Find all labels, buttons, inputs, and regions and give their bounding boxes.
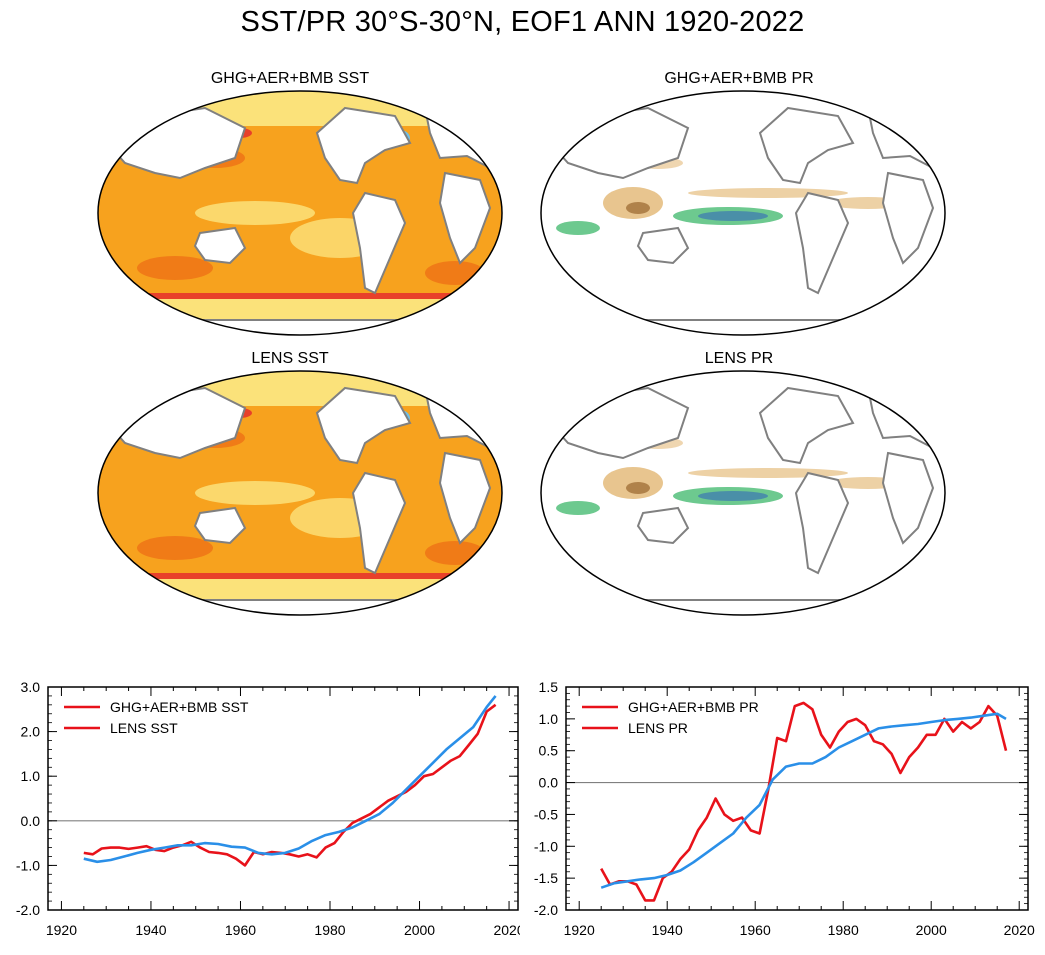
y-tick-label: -1.0	[16, 857, 40, 873]
series-line-1	[600, 712, 1007, 889]
pr-eq-pacific-wet-core	[698, 491, 768, 501]
legend-label: LENS SST	[110, 720, 178, 736]
sst-south-indian-warm	[137, 256, 213, 280]
y-tick-label: -0.5	[534, 806, 558, 822]
pr-maritime-dry-core	[626, 482, 650, 494]
land-mass-5	[636, 506, 690, 545]
map-title-lens-sst: LENS SST	[251, 350, 329, 367]
land-mass-5	[636, 226, 690, 265]
y-tick-label: 0.5	[539, 743, 559, 759]
map-title-lens-pr: LENS PR	[704, 350, 774, 367]
map-title-ghg-sst: GHG+AER+BMB SST	[210, 70, 370, 87]
series-line-1	[83, 695, 497, 864]
sst-north-band	[98, 91, 502, 126]
x-tick-label: 2000	[916, 922, 947, 938]
y-tick-label: 1.0	[21, 768, 41, 784]
land-mass-4	[438, 171, 492, 265]
map-border	[540, 370, 946, 616]
map-lens-pr	[540, 370, 946, 616]
map-ghg-pr	[540, 90, 946, 336]
plot-frame	[565, 686, 1029, 911]
map-ghg-sst	[97, 90, 503, 336]
land-mass-1	[794, 191, 850, 295]
x-tick-label: 1980	[314, 922, 345, 938]
plot-frame	[47, 686, 519, 911]
map-border	[97, 90, 503, 336]
map-lens-sst	[97, 370, 503, 616]
y-tick-label: -2.0	[16, 902, 40, 918]
map-border	[540, 90, 946, 336]
sst-eq-pacific-cool	[195, 481, 315, 505]
figure-title: SST/PR 30°S-30°N, EOF1 ANN 1920-2022	[240, 6, 805, 38]
land-mass-0	[758, 386, 855, 465]
legend-label: GHG+AER+BMB PR	[628, 699, 759, 715]
y-tick-label: -1.0	[534, 838, 558, 854]
x-tick-label: 1920	[46, 922, 77, 938]
land-mass-5	[193, 506, 247, 545]
y-tick-label: -2.0	[534, 902, 558, 918]
y-tick-label: 3.0	[21, 679, 41, 695]
x-tick-label: 2020	[493, 922, 520, 938]
sst-south-indian-warm	[137, 536, 213, 560]
y-tick-label: 1.5	[539, 679, 559, 695]
map-border	[97, 370, 503, 616]
y-tick-label: 1.0	[539, 711, 559, 727]
y-tick-label: 2.0	[21, 724, 41, 740]
x-tick-label: 2020	[1004, 922, 1035, 938]
legend-label: LENS PR	[628, 720, 688, 736]
pr-eq-pacific-wet-core	[698, 211, 768, 221]
chart-pr-pc1: 1920 1940 1960 1980 2000 2020 -2.0 -1.5 -1.0 -0.5…	[534, 679, 1035, 938]
y-tick-label: 0.0	[21, 813, 41, 829]
land-mass-0	[315, 106, 412, 185]
land-mass-4	[881, 171, 935, 265]
sst-north-band	[98, 371, 502, 406]
x-tick-label: 1960	[740, 922, 771, 938]
chart-sst-pc1: 1920 1940 1960 1980 2000 2020 -2.0 -1.0 0.0 1.0 2.…	[16, 679, 520, 938]
y-tick-label: -1.5	[534, 870, 558, 886]
land-mass-1	[351, 191, 407, 295]
x-tick-label: 1940	[135, 922, 166, 938]
land-mass-5	[193, 226, 247, 265]
land-mass-4	[881, 451, 935, 545]
sst-southern-ocean-front	[98, 573, 502, 579]
pr-maritime-dry-core	[626, 202, 650, 214]
sst-eq-pacific-cool	[195, 201, 315, 225]
y-tick-label: 0.0	[539, 775, 559, 791]
land-mass-0	[758, 106, 855, 185]
pr-indian-wet	[556, 221, 600, 235]
land-mass-1	[794, 471, 850, 575]
land-mass-0	[315, 386, 412, 465]
legend-label: GHG+AER+BMB SST	[110, 699, 249, 715]
x-tick-label: 1920	[564, 922, 595, 938]
x-tick-label: 1980	[828, 922, 859, 938]
map-title-ghg-pr: GHG+AER+BMB PR	[664, 70, 814, 87]
land-mass-1	[351, 471, 407, 575]
x-tick-label: 1960	[225, 922, 256, 938]
x-tick-label: 1940	[652, 922, 683, 938]
sst-southern-ocean-front	[98, 293, 502, 299]
x-tick-label: 2000	[404, 922, 435, 938]
land-mass-4	[438, 451, 492, 545]
pr-indian-wet	[556, 501, 600, 515]
